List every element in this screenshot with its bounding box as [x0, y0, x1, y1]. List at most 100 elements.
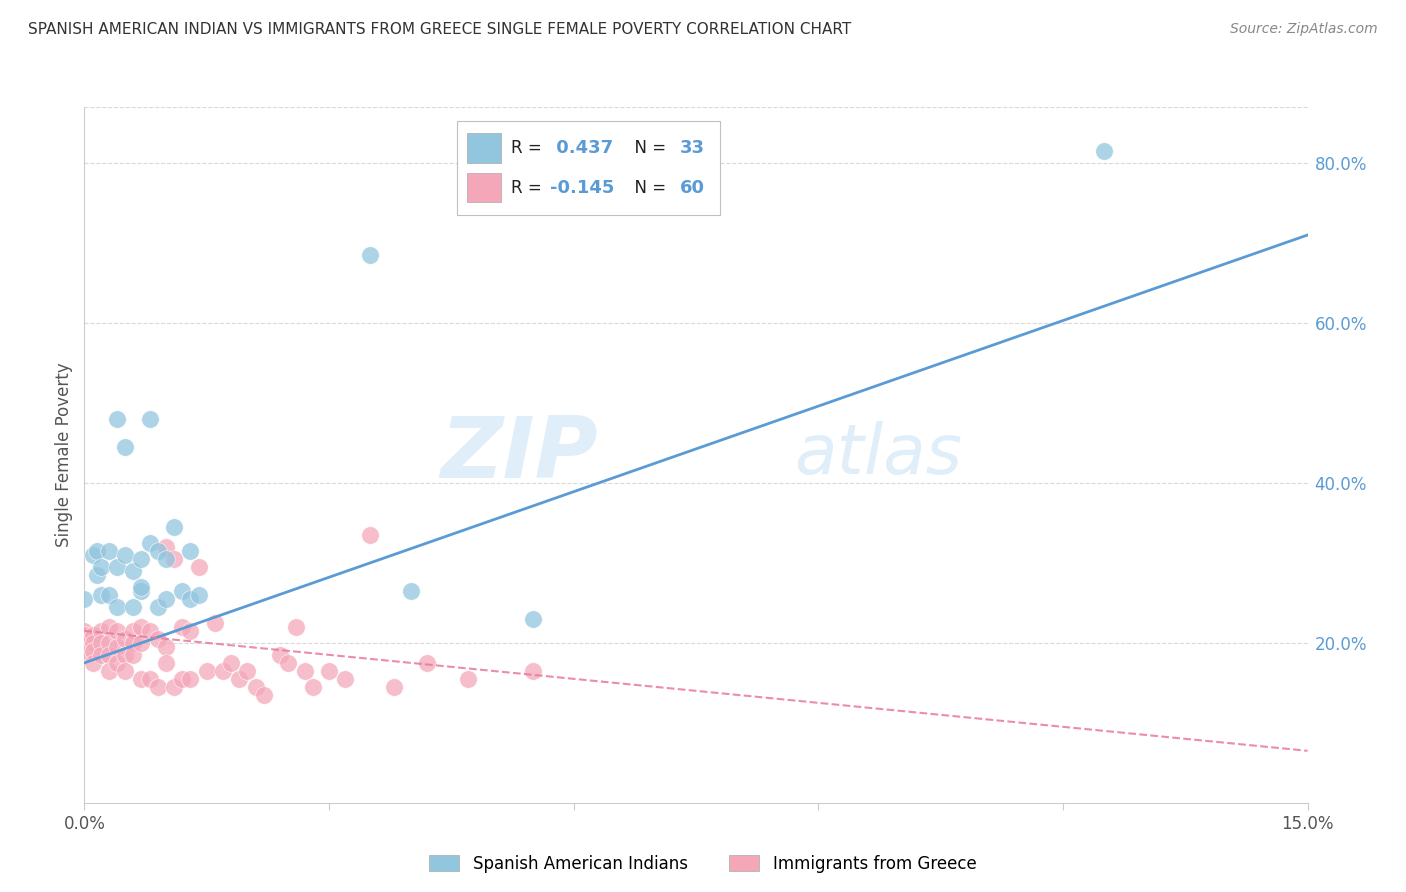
- Point: [97, 620, 120, 634]
- Point: [97, 636, 120, 650]
- Text: 33: 33: [681, 139, 704, 157]
- Point: [179, 624, 201, 638]
- Point: [146, 599, 169, 614]
- Point: [155, 591, 177, 606]
- Point: [86, 544, 108, 558]
- Point: [82, 628, 104, 642]
- Point: [382, 680, 405, 694]
- Point: [172, 672, 194, 686]
- Text: 60: 60: [681, 179, 704, 197]
- Text: SPANISH AMERICAN INDIAN VS IMMIGRANTS FROM GREECE SINGLE FEMALE POVERTY CORRELAT: SPANISH AMERICAN INDIAN VS IMMIGRANTS FR…: [28, 22, 852, 37]
- Point: [359, 528, 381, 542]
- Point: [105, 412, 128, 426]
- Point: [114, 648, 136, 662]
- Point: [146, 680, 169, 694]
- Point: [399, 583, 422, 598]
- Point: [318, 664, 340, 678]
- Point: [90, 588, 112, 602]
- Point: [82, 548, 104, 562]
- Point: [131, 583, 153, 598]
- Point: [522, 612, 544, 626]
- Point: [146, 544, 169, 558]
- Point: [105, 640, 128, 654]
- Point: [187, 588, 209, 602]
- Point: [82, 636, 104, 650]
- Point: [172, 583, 194, 598]
- Point: [204, 615, 226, 630]
- Point: [212, 664, 235, 678]
- Point: [163, 520, 186, 534]
- Point: [122, 599, 145, 614]
- Point: [187, 560, 209, 574]
- Text: N =: N =: [624, 179, 671, 197]
- Point: [82, 656, 104, 670]
- FancyBboxPatch shape: [467, 134, 502, 162]
- Point: [97, 664, 120, 678]
- Point: [114, 632, 136, 646]
- Point: [228, 672, 250, 686]
- Point: [179, 591, 201, 606]
- Point: [82, 644, 104, 658]
- Point: [138, 536, 160, 550]
- Point: [73, 591, 96, 606]
- Point: [97, 648, 120, 662]
- Point: [131, 552, 153, 566]
- Text: N =: N =: [624, 139, 671, 157]
- Point: [131, 580, 153, 594]
- Point: [131, 620, 153, 634]
- FancyBboxPatch shape: [457, 121, 720, 215]
- Point: [146, 632, 169, 646]
- Point: [73, 624, 96, 638]
- Y-axis label: Single Female Poverty: Single Female Poverty: [55, 363, 73, 547]
- Text: 0.437: 0.437: [550, 139, 613, 157]
- Point: [219, 656, 242, 670]
- Point: [155, 640, 177, 654]
- Point: [163, 680, 186, 694]
- Point: [335, 672, 357, 686]
- Point: [301, 680, 323, 694]
- Point: [179, 544, 201, 558]
- Point: [131, 636, 153, 650]
- Point: [90, 648, 112, 662]
- Point: [285, 620, 308, 634]
- Point: [122, 636, 145, 650]
- Point: [179, 672, 201, 686]
- Point: [416, 656, 439, 670]
- Point: [236, 664, 259, 678]
- Point: [253, 688, 276, 702]
- Point: [155, 540, 177, 554]
- Point: [195, 664, 218, 678]
- Point: [90, 624, 112, 638]
- Text: R =: R =: [512, 139, 547, 157]
- Point: [163, 552, 186, 566]
- Point: [245, 680, 267, 694]
- Point: [122, 624, 145, 638]
- Point: [114, 440, 136, 454]
- Point: [138, 624, 160, 638]
- Text: R =: R =: [512, 179, 547, 197]
- Point: [90, 560, 112, 574]
- Point: [73, 628, 96, 642]
- Point: [105, 624, 128, 638]
- Point: [105, 656, 128, 670]
- Text: Source: ZipAtlas.com: Source: ZipAtlas.com: [1230, 22, 1378, 37]
- Point: [155, 552, 177, 566]
- Point: [131, 672, 153, 686]
- Point: [1092, 144, 1115, 158]
- Point: [122, 564, 145, 578]
- Text: atlas: atlas: [794, 421, 962, 489]
- Point: [90, 636, 112, 650]
- Legend: Spanish American Indians, Immigrants from Greece: Spanish American Indians, Immigrants fro…: [423, 848, 983, 880]
- Text: -0.145: -0.145: [550, 179, 614, 197]
- Point: [294, 664, 316, 678]
- Point: [522, 664, 544, 678]
- Point: [269, 648, 291, 662]
- Point: [105, 599, 128, 614]
- FancyBboxPatch shape: [467, 173, 502, 202]
- Point: [122, 648, 145, 662]
- Text: ZIP: ZIP: [440, 413, 598, 497]
- Point: [97, 588, 120, 602]
- Point: [97, 544, 120, 558]
- Point: [172, 620, 194, 634]
- Point: [359, 248, 381, 262]
